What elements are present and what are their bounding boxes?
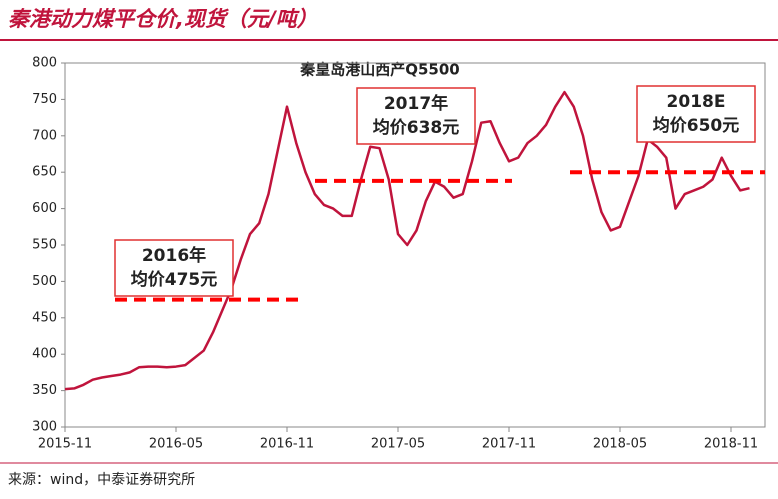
x-tick-label: 2015-11 [38, 437, 92, 452]
chart-title: 秦皇岛港山西产Q5500 [299, 61, 460, 79]
x-tick-label: 2017-11 [482, 437, 536, 452]
y-tick-label: 650 [32, 165, 57, 180]
price-line [64, 90, 750, 391]
annotation-average: 均价638元 [373, 117, 460, 138]
source: 来源：wind，中泰证券研究所 [8, 472, 195, 488]
y-tick-label: 400 [32, 347, 57, 362]
y-tick-label: 300 [32, 420, 57, 435]
y-tick-label: 500 [32, 274, 57, 289]
annotation-average: 均价650元 [653, 115, 740, 136]
annotation-box [636, 85, 756, 143]
annotation-year: 2016年 [142, 245, 206, 266]
x-tick-label: 2018-05 [593, 437, 647, 452]
annotation-box [356, 87, 476, 145]
y-tick-label: 350 [32, 383, 57, 398]
y-tick-label: 600 [32, 201, 57, 216]
header-title: 秦港动力煤平仓价,现货（元/吨） [8, 7, 318, 31]
y-tick-label: 800 [32, 56, 57, 71]
y-tick-label: 450 [32, 310, 57, 325]
x-tick-label: 2018-11 [704, 437, 758, 452]
x-tick-label: 2016-05 [149, 437, 203, 452]
y-tick-label: 750 [32, 92, 57, 107]
annotation-box [114, 239, 234, 297]
y-tick-label: 550 [32, 238, 57, 253]
y-tick-label: 700 [32, 128, 57, 143]
annotation-year: 2017年 [384, 93, 448, 114]
x-tick-label: 2017-05 [371, 437, 425, 452]
annotation-average: 均价475元 [131, 269, 218, 290]
x-tick-label: 2016-11 [260, 437, 314, 452]
annotation-year: 2018E [667, 92, 726, 112]
